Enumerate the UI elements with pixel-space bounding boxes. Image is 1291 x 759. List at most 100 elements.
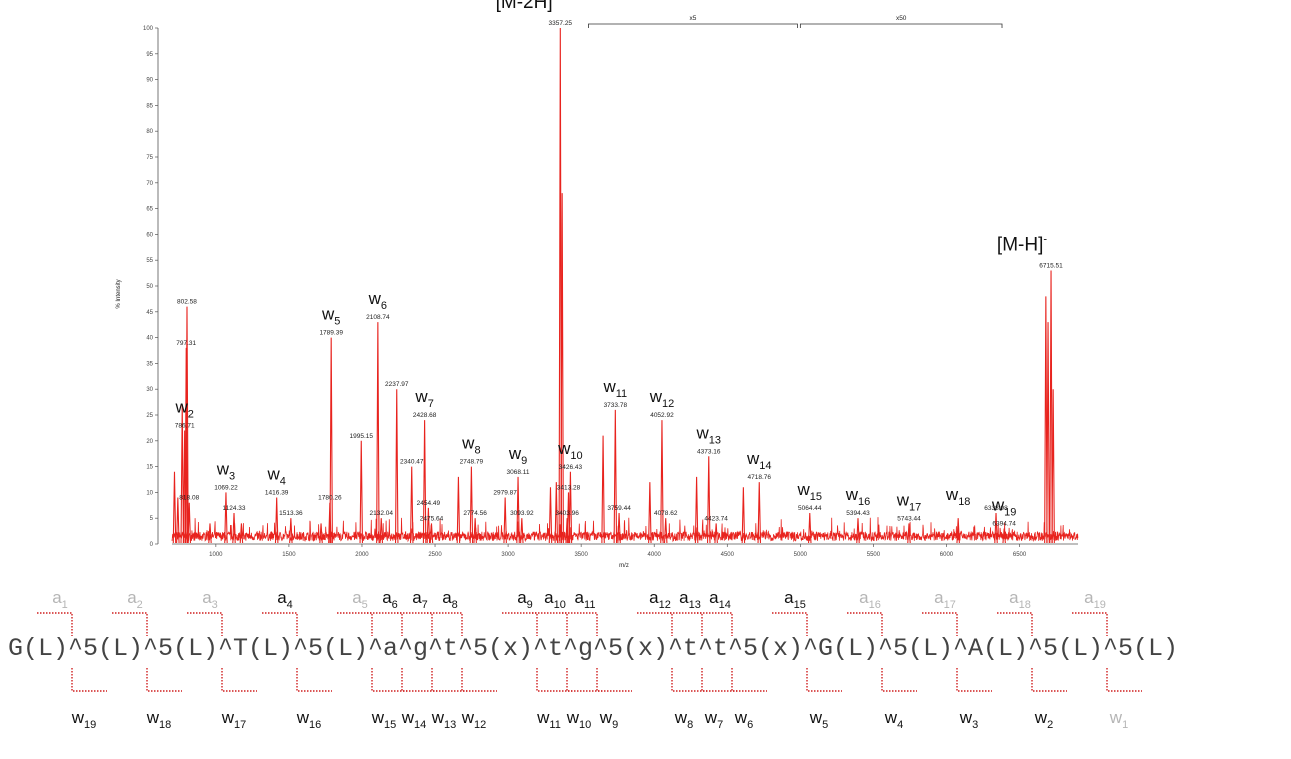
peak-mz-label: 1124.33 (222, 505, 245, 512)
w-ion-sequence-label: w16 (296, 708, 322, 731)
y-tick-label: 100 (143, 26, 154, 32)
a-ion-subscript: 4 (287, 599, 293, 611)
a-ion-cleavage-marker (922, 612, 958, 636)
w-ion-cleavage-marker (461, 668, 497, 692)
w-ion-cleavage-marker (596, 668, 632, 692)
spectrum-peak (757, 482, 762, 544)
w-ion-letter: w (174, 397, 188, 416)
a-ion-cleavage-marker (502, 612, 538, 636)
spectrum-peak (329, 337, 333, 544)
w-ion-subscript: 10 (570, 450, 582, 462)
a-ion-label: a9 (517, 588, 533, 611)
a-ion-letter: a (784, 588, 794, 607)
sequence-residue: ^g (563, 634, 593, 663)
spectrum-peak (208, 523, 212, 544)
w-ion-cleavage-marker (881, 668, 917, 692)
zoom-regions: x5 x50 (588, 15, 1003, 28)
y-tick-label: 5 (150, 516, 154, 522)
spectrum-peak (520, 518, 524, 544)
w-ion-letter: w (321, 305, 335, 324)
peak-mz-label: 3403.96 (555, 510, 579, 517)
y-tick-label: 95 (146, 52, 153, 58)
spectrum-peak (548, 487, 553, 544)
w-ion-sequence-label: w4 (884, 708, 903, 731)
w-ion-label: w6 (368, 289, 387, 312)
peak-mz-label: 2748.79 (460, 459, 484, 466)
w-ion-subscript: 8 (687, 719, 693, 731)
x-tick-label: 1500 (282, 552, 296, 558)
spectrum-peak (1046, 322, 1050, 544)
a-ion-label: a5 (352, 588, 368, 611)
peak-mz-label: 5064.44 (798, 505, 822, 512)
a-ion-subscript: 9 (527, 599, 533, 611)
w-ion-letter: w (566, 708, 580, 727)
w-ion-letter: w (221, 708, 235, 727)
a-ion-subscript: 11 (584, 599, 595, 611)
a-ion-cleavage-marker (187, 612, 223, 636)
spectrum-peak (707, 456, 711, 544)
a-ion-subscript: 1 (62, 599, 68, 611)
x-tick-label: 1000 (209, 552, 223, 558)
sequence-residue: ^T(L) (218, 634, 293, 663)
w-ion-label: w18 (945, 485, 971, 508)
w-ion-cleavage-marker (806, 668, 842, 692)
w-ion-cleavage-marker (701, 668, 737, 692)
a-ion-cleavage-marker (847, 612, 883, 636)
w-ion-label: w14 (746, 449, 772, 472)
w-ion-letter: w (797, 480, 811, 499)
spectrum-peak (994, 513, 998, 544)
x-tick-label: 4500 (721, 552, 735, 558)
spectrum-peak (956, 518, 960, 544)
y-tick-label: 45 (146, 310, 153, 316)
a-ion-label: a19 (1084, 588, 1106, 611)
a-ion-label: a12 (649, 588, 671, 611)
spectrum-peak (456, 476, 461, 544)
w-ion-sequence-label: w11 (536, 708, 561, 731)
y-tick-label: 25 (146, 413, 153, 419)
spectrum-peak (741, 487, 746, 544)
w-ion-sequence-label: w3 (959, 708, 978, 731)
a-ion-cleavage-marker (1072, 612, 1108, 636)
spectrum-axes: 0510152025303540455055606570758085909510… (143, 26, 1078, 558)
y-tick-label: 30 (146, 387, 153, 393)
spectrum-peak (172, 471, 177, 544)
zoom-factor-label: x50 (896, 15, 907, 22)
y-tick-label: 85 (146, 103, 153, 109)
w-ion-cleavage-marker (146, 668, 182, 692)
sequence-residue: ^5(L) (1028, 634, 1103, 663)
peak-mz-label: 1416.39 (265, 490, 289, 497)
x-tick-label: 4000 (648, 552, 662, 558)
w-ion-subscript: 18 (159, 719, 171, 731)
spectrum-peak (469, 466, 474, 544)
w-ion-letter: w (599, 708, 613, 727)
w-ion-letter: w (884, 708, 898, 727)
w-ion-sequence-label: w12 (461, 708, 487, 731)
sequence-residue: ^t (533, 634, 563, 663)
w-ion-cleavage-marker (1106, 668, 1142, 692)
w-ion-letter: w (368, 289, 382, 308)
spectrum-peak (1002, 528, 1006, 544)
peak-mz-label: 5743.44 (897, 515, 921, 522)
a-ion-subscript: 12 (659, 599, 671, 611)
w-ion-subscript: 14 (414, 719, 426, 731)
a-ion-letter: a (859, 588, 869, 607)
a-ion-letter: a (382, 588, 392, 607)
w-ion-letter: w (1109, 708, 1123, 727)
w-ion-label: w2 (174, 397, 193, 420)
peak-mz-label: 4718.76 (748, 474, 772, 481)
peak-mz-label: 4423.74 (704, 515, 728, 522)
w-ion-sequence-label: w15 (371, 708, 397, 731)
w-ion-subscript: 9 (521, 455, 527, 467)
w-ion-subscript: 6 (381, 300, 387, 312)
spectrum-peak (422, 420, 427, 544)
spectrum-peak (224, 492, 228, 544)
spectrum-peak (808, 513, 812, 544)
spectrum-peak (1049, 270, 1053, 544)
x-tick-label: 3500 (574, 552, 588, 558)
a-ion-label: a18 (1009, 588, 1031, 611)
peak-mz-label: 3733.78 (604, 402, 628, 409)
a-ion-letter: a (575, 588, 585, 607)
spectrum-peak (516, 476, 520, 544)
w-ion-letter: w (401, 708, 415, 727)
parent-ion-charge: - (553, 0, 557, 3)
